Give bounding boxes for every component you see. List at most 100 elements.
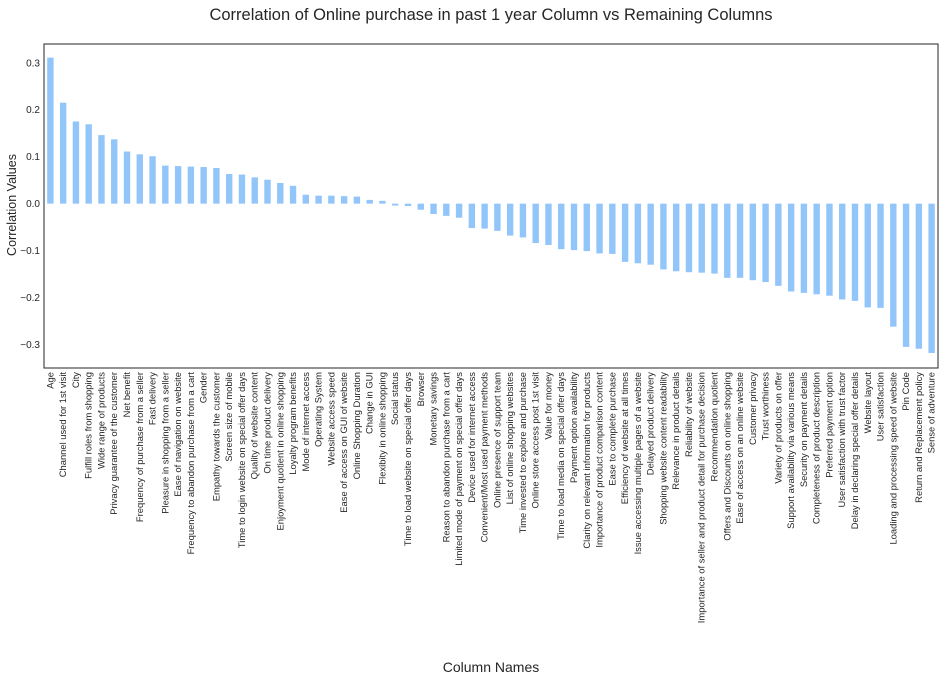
- x-tick-label: Enjoyment quotient in online shopping: [274, 372, 285, 530]
- bar: [213, 167, 220, 204]
- bar: [596, 203, 603, 254]
- bar: [864, 203, 871, 308]
- bar: [98, 135, 105, 204]
- x-tick-label: User satisfaction with trust factor: [836, 372, 847, 507]
- bar: [251, 177, 258, 204]
- x-tick-label: Importance of product comparison content: [594, 372, 605, 548]
- bar: [647, 203, 654, 265]
- bar: [506, 203, 514, 236]
- bar: [200, 167, 207, 204]
- bar: [72, 121, 80, 204]
- x-tick-label: Shopping website content readability: [657, 372, 668, 525]
- bar: [149, 156, 156, 204]
- bar: [59, 102, 67, 204]
- bar: [430, 203, 437, 214]
- x-tick-label: Preferred payment option: [823, 372, 834, 478]
- bar: [85, 124, 92, 204]
- x-tick-label: Online presence of support team: [491, 372, 502, 508]
- x-tick-label: Recommendation quotient: [709, 372, 720, 482]
- bar: [787, 203, 795, 292]
- x-tick-label: Time to login website on special offer d…: [236, 372, 247, 548]
- x-tick-label: Fulfill roles from shopping: [83, 372, 94, 479]
- x-tick-label: Quality of website content: [249, 372, 260, 480]
- bar: [583, 203, 590, 252]
- x-tick-label: Security on payment details: [798, 372, 809, 487]
- bar: [315, 195, 322, 204]
- x-tick-label: Ease to complete purchase: [606, 372, 617, 486]
- bar: [813, 203, 820, 295]
- bar: [724, 203, 731, 278]
- y-tick-label: 0.3: [26, 58, 40, 69]
- x-ticks-group: Age Channel used for 1st visit City Fulfill…: [44, 372, 936, 624]
- x-tick-label: Channel used for 1st visit: [57, 372, 68, 478]
- bar: [187, 166, 195, 204]
- bar: [417, 203, 424, 210]
- x-tick-label: Pleasure in shopping from a seller: [159, 372, 170, 514]
- x-tick-label: City: [70, 372, 81, 388]
- x-tick-label: Limited mode of payment on special offer…: [453, 372, 464, 566]
- bar: [634, 203, 642, 264]
- y-tick-label: −0.1: [20, 246, 40, 257]
- x-tick-label: Ease of access on GUI of website: [338, 372, 349, 513]
- bar: [698, 203, 705, 273]
- x-tick-label: Website layout: [862, 372, 873, 434]
- bar: [379, 200, 386, 204]
- bar: [826, 203, 833, 296]
- x-tick-label: Age: [44, 372, 55, 389]
- bar: [711, 203, 718, 274]
- bar: [404, 203, 412, 206]
- bar: [558, 203, 565, 250]
- bar: [762, 203, 769, 283]
- x-tick-label: Time invested to explore and purchase: [517, 372, 528, 533]
- x-tick-label: Pin Code: [900, 372, 911, 411]
- x-tick-label: Offers and Discounts on online shopping: [721, 372, 732, 541]
- x-tick-label: Reliability of website: [683, 372, 694, 457]
- x-tick-label: Net benefit: [121, 372, 132, 418]
- y-tick-label: 0.2: [26, 105, 40, 116]
- bar: [481, 203, 488, 229]
- x-tick-label: Customer privacy: [747, 372, 758, 445]
- x-tick-label: Change in GUI: [364, 372, 375, 434]
- bar: [136, 154, 143, 204]
- bar: [532, 203, 539, 244]
- x-tick-label: Online store access post 1st visit: [530, 372, 541, 509]
- bar: [174, 166, 182, 204]
- bar: [519, 203, 527, 238]
- x-tick-label: Social status: [389, 372, 400, 425]
- bar: [736, 203, 744, 278]
- x-tick-label: Fast delivery: [147, 372, 158, 425]
- bar: [839, 203, 846, 300]
- bar: [749, 203, 757, 281]
- x-tick-label: Support availability via various means: [785, 372, 796, 529]
- x-tick-label: Convenient/Most used payment methods: [479, 372, 490, 543]
- x-tick-label: Importance of seller and product detail …: [696, 372, 707, 623]
- bar: [392, 203, 399, 206]
- bar: [902, 203, 910, 347]
- x-tick-label: Trust worthiness: [760, 372, 771, 441]
- bar: [877, 203, 884, 308]
- bar: [47, 57, 54, 204]
- bar: [123, 151, 131, 204]
- x-tick-label: Frequency to abandon purchase from a car…: [185, 372, 196, 555]
- x-tick-label: Reason to abandon purchase from a cart: [440, 372, 451, 543]
- bar: [609, 203, 616, 254]
- bar: [238, 174, 246, 204]
- x-tick-label: Issue accessing multiple pages of a webs…: [632, 372, 643, 554]
- bar: [328, 195, 335, 204]
- bar: [162, 165, 169, 204]
- bar: [443, 203, 450, 216]
- x-tick-label: Wide range of products: [95, 372, 106, 469]
- x-tick-label: Flexibity in online shopping: [376, 372, 387, 485]
- x-tick-label: Efficiency of website at all times: [619, 372, 630, 504]
- bar: [455, 203, 463, 218]
- y-tick-label: −0.2: [20, 293, 40, 304]
- bar: [800, 203, 808, 293]
- x-tick-label: Ease of navigation on website: [172, 372, 183, 497]
- y-tick-label: −0.3: [20, 340, 40, 351]
- bar: [225, 174, 233, 204]
- x-tick-label: Delayed product delivery: [645, 372, 656, 475]
- x-tick-label: Frequency of purchase from a seller: [134, 372, 145, 522]
- x-axis-label: Column Names: [443, 659, 539, 675]
- bar: [545, 203, 552, 245]
